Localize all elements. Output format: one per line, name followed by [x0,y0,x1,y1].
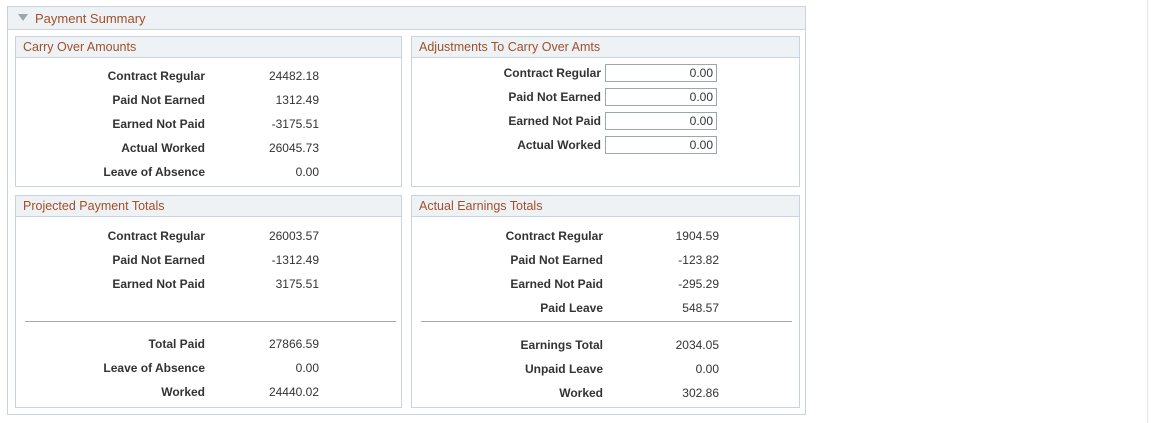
projected-row: Earned Not Paid 3175.51 [16,276,403,292]
page-edge-line [1147,0,1148,423]
total-value: 0.00 [295,361,319,375]
actual-earnings-totals-box: Actual Earnings Totals Contract Regular … [411,195,800,408]
carry-over-amounts-box: Carry Over Amounts Contract Regular 2448… [15,36,402,187]
carry-over-row: Contract Regular 24482.18 [16,68,403,84]
total-label: Earnings Total [520,338,603,352]
totals-divider [421,321,792,322]
row-value: 26003.57 [268,229,319,243]
actual-row: Paid Leave 548.57 [412,300,801,316]
projected-total-row: Worked 24440.02 [16,384,403,400]
projected-total-row: Leave of Absence 0.00 [16,360,403,376]
total-label: Unpaid Leave [524,362,603,376]
payment-summary-header[interactable]: Payment Summary [8,7,805,30]
adjustments-box: Adjustments To Carry Over Amts Contract … [411,36,800,187]
row-value: 0.00 [295,165,319,179]
total-value: 2034.05 [675,338,719,352]
adjustment-row: Contract Regular [412,64,801,82]
row-label: Earned Not Paid [112,117,205,131]
paid-not-earned-adjustment-input[interactable] [605,88,717,106]
adjustment-label: Paid Not Earned [508,90,601,104]
total-value: 24440.02 [268,385,319,399]
actual-row: Earned Not Paid -295.29 [412,276,801,292]
row-label: Paid Not Earned [510,253,603,267]
projected-payment-totals-title: Projected Payment Totals [16,196,401,217]
projected-payment-totals-box: Projected Payment Totals Contract Regula… [15,195,402,408]
carry-over-row: Earned Not Paid -3175.51 [16,116,403,132]
actual-earnings-totals-title: Actual Earnings Totals [412,196,799,217]
total-label: Worked [161,385,205,399]
carry-over-row: Actual Worked 26045.73 [16,140,403,156]
total-label: Total Paid [148,337,205,351]
total-label: Worked [559,386,603,400]
row-value: 1312.49 [275,93,319,107]
total-value: 27866.59 [268,337,319,351]
adjustments-title: Adjustments To Carry Over Amts [412,37,799,58]
row-value: -123.82 [678,253,719,267]
row-value: 26045.73 [268,141,319,155]
row-label: Contract Regular [107,229,205,243]
adjustment-label: Contract Regular [503,66,601,80]
adjustment-row: Actual Worked [412,136,801,154]
row-value: 3175.51 [275,277,319,291]
row-value: 548.57 [682,301,719,315]
contract-regular-adjustment-input[interactable] [605,64,717,82]
collapse-triangle-icon[interactable] [18,13,28,21]
row-label: Actual Worked [121,141,205,155]
row-label: Paid Not Earned [112,253,205,267]
actual-total-row: Earnings Total 2034.05 [412,337,801,353]
row-label: Earned Not Paid [510,277,603,291]
actual-worked-adjustment-input[interactable] [605,136,717,154]
row-value: -1312.49 [271,253,319,267]
row-label: Contract Regular [505,229,603,243]
carry-over-row: Paid Not Earned 1312.49 [16,92,403,108]
carry-over-row: Leave of Absence 0.00 [16,164,403,180]
projected-row: Paid Not Earned -1312.49 [16,252,403,268]
projected-total-row: Total Paid 27866.59 [16,336,403,352]
total-value: 302.86 [682,386,719,400]
row-label: Paid Not Earned [112,93,205,107]
projected-row: Contract Regular 26003.57 [16,228,403,244]
total-label: Leave of Absence [103,361,205,375]
row-value: -3175.51 [271,117,319,131]
actual-row: Contract Regular 1904.59 [412,228,801,244]
adjustment-label: Actual Worked [517,138,601,152]
row-value: 1904.59 [675,229,719,243]
actual-total-row: Unpaid Leave 0.00 [412,361,801,377]
row-value: -295.29 [678,277,719,291]
row-label: Leave of Absence [103,165,205,179]
earned-not-paid-adjustment-input[interactable] [605,112,717,130]
actual-row: Paid Not Earned -123.82 [412,252,801,268]
totals-divider [25,321,396,322]
row-label: Earned Not Paid [112,277,205,291]
carry-over-amounts-title: Carry Over Amounts [16,37,401,58]
total-value: 0.00 [695,362,719,376]
row-label: Paid Leave [540,301,603,315]
adjustment-label: Earned Not Paid [508,114,601,128]
row-value: 24482.18 [268,69,319,83]
adjustment-row: Earned Not Paid [412,112,801,130]
row-label: Contract Regular [107,69,205,83]
payment-summary-title[interactable]: Payment Summary [35,10,146,26]
adjustment-row: Paid Not Earned [412,88,801,106]
actual-total-row: Worked 302.86 [412,385,801,401]
